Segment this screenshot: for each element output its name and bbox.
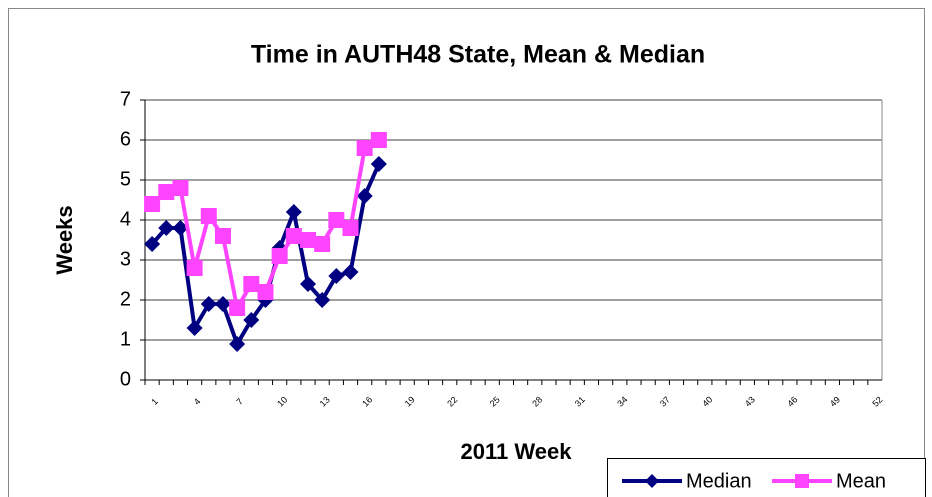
- mean-marker: [314, 236, 331, 252]
- mean-marker: [214, 228, 231, 244]
- median-marker: [328, 268, 345, 284]
- median-marker: [200, 296, 217, 312]
- median-marker: [299, 276, 316, 292]
- median-marker: [229, 336, 246, 352]
- chart-border: [8, 8, 925, 497]
- y-tick-label: 7: [120, 88, 131, 110]
- y-tick-label: 5: [120, 168, 131, 190]
- legend-box: [607, 458, 926, 497]
- mean-marker: [328, 212, 345, 228]
- mean-marker: [200, 208, 217, 224]
- median-marker: [172, 220, 189, 236]
- median-marker: [356, 188, 373, 204]
- x-tick-label: 7: [234, 396, 245, 407]
- mean-marker: [144, 196, 161, 212]
- median-marker: [158, 220, 175, 236]
- x-tick-label: 1: [149, 396, 160, 407]
- legend-label: Median: [686, 470, 752, 492]
- y-axis-label: Weeks: [52, 205, 77, 274]
- legend-marker: [645, 474, 659, 488]
- mean-marker: [271, 248, 288, 264]
- median-marker: [370, 156, 387, 172]
- mean-marker: [243, 276, 260, 292]
- mean-marker: [285, 228, 302, 244]
- legend-marker: [795, 474, 809, 488]
- median-marker: [243, 312, 260, 328]
- y-tick-label: 6: [120, 128, 131, 150]
- mean-marker: [158, 184, 175, 200]
- y-tick-label: 0: [120, 368, 131, 390]
- mean-marker: [299, 232, 316, 248]
- mean-marker: [229, 300, 246, 316]
- median-marker: [214, 296, 231, 312]
- y-tick-label: 4: [120, 208, 131, 230]
- mean-marker: [186, 260, 203, 276]
- legend-label: Mean: [836, 470, 886, 492]
- mean-marker: [370, 132, 387, 148]
- x-tick-label: 4: [192, 396, 203, 407]
- median-marker: [186, 320, 203, 336]
- mean-marker: [356, 140, 373, 156]
- median-marker: [342, 264, 359, 280]
- median-marker: [314, 292, 331, 308]
- median-marker: [285, 204, 302, 220]
- y-tick-label: 2: [120, 288, 131, 310]
- mean-marker: [172, 180, 189, 196]
- median-marker: [144, 236, 161, 252]
- y-tick-label: 3: [120, 248, 131, 270]
- y-tick-label: 1: [120, 328, 131, 350]
- chart-title: Time in AUTH48 State, Mean & Median: [251, 41, 705, 69]
- mean-marker: [257, 284, 274, 300]
- x-axis-label: 2011 Week: [461, 439, 573, 464]
- mean-marker: [342, 220, 359, 236]
